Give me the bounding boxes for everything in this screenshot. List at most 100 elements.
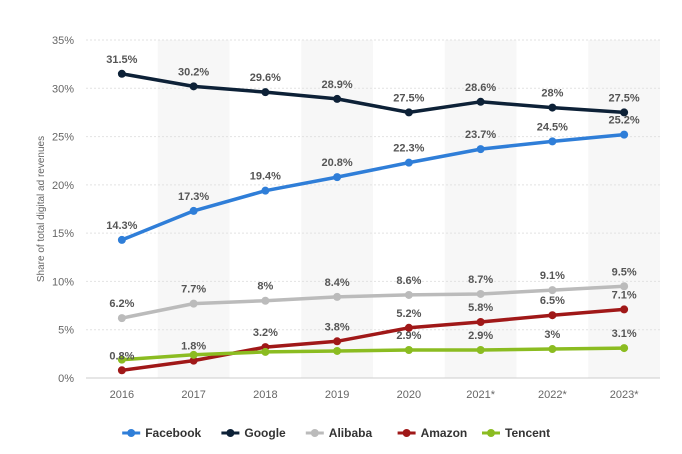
- point-alibaba[interactable]: [117, 314, 126, 323]
- data-label-google: 28.9%: [322, 79, 353, 91]
- point-amazon[interactable]: [189, 356, 198, 365]
- x-tick-label: 2020: [397, 389, 421, 401]
- y-tick-label: 5%: [58, 325, 74, 337]
- data-label-alibaba: 8.7%: [468, 274, 493, 286]
- x-tick-label: 2016: [110, 389, 134, 401]
- data-label-facebook: 14.3%: [106, 220, 137, 232]
- point-alibaba[interactable]: [261, 296, 270, 305]
- legend-marker: [310, 429, 319, 437]
- legend-marker: [487, 429, 495, 437]
- legend-label: Tencent: [505, 426, 550, 440]
- legend-label: Amazon: [421, 426, 468, 440]
- data-labels: 14.3% 17.3% 19.4% 20.8% 22.3% 23.7% 24.5% 25.2%…: [106, 54, 640, 362]
- x-tick-label: 2017: [181, 389, 205, 401]
- point-amazon[interactable]: [333, 337, 342, 346]
- legend-item-facebook[interactable]: Facebook: [122, 426, 202, 440]
- data-label-facebook: 22.3%: [393, 143, 424, 155]
- point-facebook[interactable]: [117, 235, 126, 244]
- point-google[interactable]: [620, 108, 629, 117]
- data-label-alibaba: 6.2%: [109, 298, 134, 310]
- point-facebook[interactable]: [548, 137, 557, 146]
- data-label-amazon: 5.8%: [468, 302, 493, 314]
- point-tencent[interactable]: [548, 345, 557, 354]
- legend-label: Alibaba: [329, 426, 373, 440]
- y-tick-label: 15%: [52, 228, 74, 240]
- point-amazon[interactable]: [117, 366, 126, 375]
- data-label-google: 30.2%: [178, 66, 209, 78]
- point-tencent[interactable]: [117, 355, 126, 364]
- point-alibaba[interactable]: [333, 292, 342, 301]
- point-google[interactable]: [548, 103, 557, 112]
- point-google[interactable]: [117, 69, 126, 78]
- point-alibaba[interactable]: [620, 282, 629, 291]
- band-2023*: [588, 40, 660, 378]
- point-tencent[interactable]: [189, 350, 198, 359]
- line-facebook: [120, 132, 626, 242]
- data-label-alibaba: 7.7%: [181, 284, 206, 296]
- legend-marker: [402, 429, 411, 437]
- legend[interactable]: Facebook Google Alibaba Amazon Tencent: [122, 426, 550, 440]
- data-label-google: 27.5%: [393, 92, 424, 104]
- point-amazon[interactable]: [548, 311, 557, 320]
- legend-item-google[interactable]: Google: [221, 426, 286, 440]
- data-label-tencent: 2.9%: [468, 330, 493, 342]
- point-tencent[interactable]: [620, 344, 629, 353]
- point-alibaba[interactable]: [476, 289, 485, 298]
- legend-item-tencent[interactable]: Tencent: [482, 426, 550, 440]
- y-axis-ticks: 0% 5% 10% 15% 20% 25% 30% 35%: [52, 35, 74, 385]
- data-label-tencent: 3%: [544, 329, 560, 341]
- data-label-amazon: 0.8%: [109, 350, 134, 362]
- legend-item-amazon[interactable]: Amazon: [397, 426, 468, 440]
- data-label-amazon: 3.2%: [253, 327, 278, 339]
- point-tencent[interactable]: [333, 346, 342, 355]
- point-facebook[interactable]: [333, 173, 342, 182]
- data-label-alibaba: 8.4%: [325, 277, 350, 289]
- point-google[interactable]: [404, 108, 413, 117]
- data-label-google: 27.5%: [609, 92, 640, 104]
- point-google[interactable]: [333, 94, 342, 103]
- data-label-facebook: 25.2%: [609, 115, 640, 127]
- point-tencent[interactable]: [476, 345, 485, 354]
- point-facebook[interactable]: [476, 145, 485, 154]
- x-tick-label: 2019: [325, 389, 349, 401]
- line-tencent: [120, 346, 626, 362]
- y-axis-label: Share of total digital ad revenues: [36, 136, 47, 282]
- point-facebook[interactable]: [620, 130, 629, 139]
- point-facebook[interactable]: [189, 206, 198, 215]
- point-alibaba[interactable]: [189, 299, 198, 308]
- data-label-tencent: 3.1%: [612, 328, 637, 340]
- point-google[interactable]: [476, 97, 485, 106]
- point-alibaba[interactable]: [404, 290, 413, 299]
- data-label-alibaba: 9.5%: [612, 266, 637, 278]
- data-label-amazon: 7.1%: [612, 289, 637, 301]
- data-label-google: 29.6%: [250, 72, 281, 84]
- data-label-alibaba: 9.1%: [540, 270, 565, 282]
- y-tick-label: 10%: [52, 276, 74, 288]
- point-amazon[interactable]: [404, 323, 413, 332]
- data-label-google: 31.5%: [106, 54, 137, 66]
- point-amazon[interactable]: [620, 305, 629, 314]
- gridlines: [86, 39, 660, 379]
- point-tencent[interactable]: [261, 347, 270, 356]
- point-alibaba[interactable]: [548, 286, 557, 295]
- line-alibaba: [120, 284, 626, 320]
- series-lines: [120, 72, 626, 373]
- line-amazon: [120, 307, 626, 373]
- legend-label: Facebook: [145, 426, 201, 440]
- data-label-tencent: 2.9%: [396, 330, 421, 342]
- x-tick-label: 2023*: [610, 389, 639, 401]
- y-tick-label: 30%: [52, 83, 74, 95]
- data-label-amazon: 3.8%: [325, 321, 350, 333]
- point-facebook[interactable]: [261, 186, 270, 195]
- point-amazon[interactable]: [476, 317, 485, 326]
- x-axis-ticks: 2016 2017 2018 2019 2020 2021* 2022* 2023*: [110, 389, 640, 401]
- legend-item-alibaba[interactable]: Alibaba: [305, 426, 373, 440]
- point-google[interactable]: [261, 88, 270, 97]
- point-tencent[interactable]: [404, 345, 413, 354]
- point-facebook[interactable]: [404, 158, 413, 167]
- data-label-facebook: 17.3%: [178, 191, 209, 203]
- point-google[interactable]: [189, 82, 198, 91]
- y-tick-label: 25%: [52, 132, 74, 144]
- data-label-amazon: 6.5%: [540, 295, 565, 307]
